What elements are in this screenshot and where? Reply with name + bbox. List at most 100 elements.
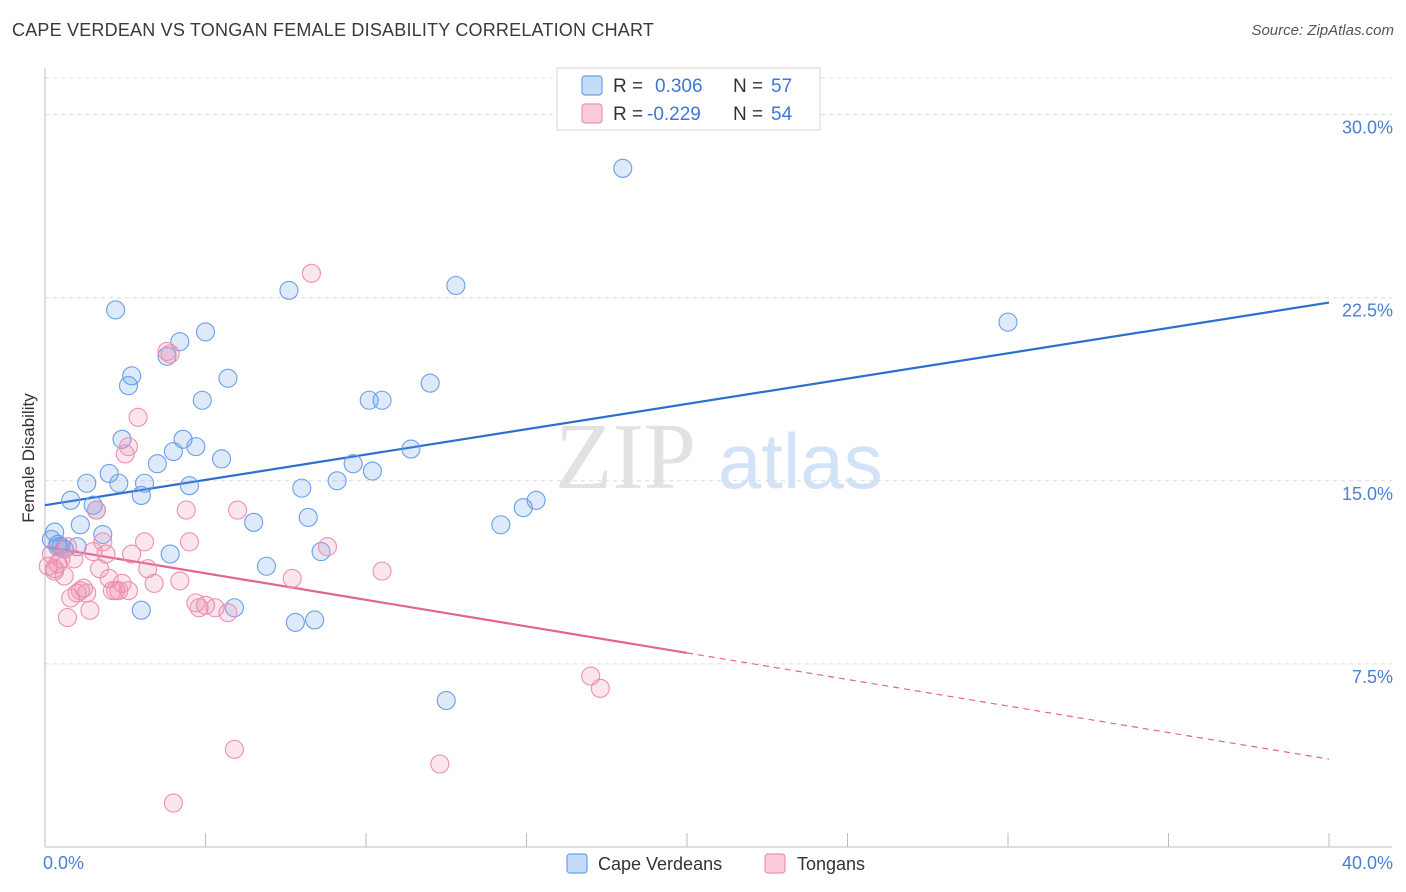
cape-verdean-point-40: [311, 542, 331, 562]
cape-verdean-point-51: [526, 490, 546, 510]
tongan-point-50: [430, 754, 450, 774]
tongan-point-43: [218, 603, 238, 623]
cape-verdean-point-37: [292, 478, 312, 498]
tongan-point-29: [128, 407, 148, 427]
cape-verdean-point-14: [109, 473, 129, 493]
cape-verdean-point-26: [179, 476, 199, 496]
axes: [44, 68, 1392, 848]
stats-swatch-pink: [581, 103, 603, 124]
watermark-zip: ZIP: [555, 405, 696, 509]
stats-swatch-blue: [581, 75, 603, 96]
tongan-point-6: [54, 566, 74, 586]
source-label: Source: ZipAtlas.com: [1251, 22, 1394, 39]
cape-verdean-point-15: [112, 429, 132, 449]
cape-verdean-point-28: [192, 390, 212, 410]
tongan-point-44: [224, 739, 244, 759]
cape-verdean-trend-line: [44, 301, 1330, 507]
tick-labels: 7.5% 15.0% 22.5% 30.0% 0.0% 40.0%: [43, 118, 1393, 873]
cape-verdean-point-7: [70, 515, 90, 535]
cape-verdean-point-19: [134, 473, 155, 493]
y-axis-label: Female Disability: [19, 393, 38, 523]
tongan-point-27: [118, 437, 139, 457]
tongan-point-53: [122, 544, 142, 564]
cape-verdean-point-13: [106, 300, 126, 320]
cape-verdean-point-12: [99, 463, 119, 484]
stats-legend: R = 0.306 N = 57 R = -0.229 N = 54: [556, 67, 821, 131]
tongan-point-11: [67, 583, 87, 603]
x-tick-label-1: 40.0%: [1342, 853, 1393, 873]
stats-n-label-1: N =: [733, 76, 763, 97]
cape-verdean-point-38: [298, 507, 318, 527]
tongan-point-20: [96, 544, 116, 564]
tongan-point-15: [80, 600, 100, 620]
y-tick-label-2: 22.5%: [1342, 301, 1393, 321]
series-legend: Cape Verdeans Tongans: [566, 853, 865, 874]
cape-verdean-point-31: [218, 368, 238, 388]
cape-verdean-point-47: [436, 690, 456, 711]
tongan-point-38: [179, 532, 199, 552]
cape-verdean-point-36: [285, 612, 305, 632]
tongan-point-14: [77, 583, 97, 603]
stats-r-value-2: -0.229: [647, 104, 701, 125]
cape-verdean-point-27: [186, 437, 206, 457]
cape-verdean-point-20: [147, 454, 167, 474]
cape-verdean-point-54: [613, 158, 633, 178]
cape-verdean-point-21: [157, 346, 177, 366]
tongan-point-28: [118, 581, 139, 601]
legend-label-cape-verdeans: Cape Verdeans: [598, 854, 722, 874]
cape-verdean-point-17: [122, 366, 142, 386]
x-tick-label-0: 0.0%: [43, 853, 84, 873]
y-tick-label-1: 15.0%: [1342, 484, 1393, 504]
cape-verdean-point-11: [93, 524, 113, 545]
cape-verdean-point-39: [305, 610, 325, 630]
tongan-trend-line: [44, 545, 688, 655]
tongan-point-33: [157, 341, 177, 361]
legend-swatch-tongans: [764, 853, 786, 874]
tongan-point-47: [301, 263, 321, 283]
tongan-point-42: [205, 598, 225, 618]
cape-verdean-point-34: [256, 556, 277, 576]
cape-verdean-point-33: [244, 512, 264, 532]
tongan-point-49: [372, 561, 392, 581]
data-points: [38, 158, 1018, 813]
stats-n-value-1: 57: [771, 76, 792, 97]
tongan-point-45: [228, 500, 248, 520]
tongan-point-7: [57, 537, 78, 557]
y-tick-label-3: 30.0%: [1342, 118, 1393, 138]
chart-title: CAPE VERDEAN VS TONGAN FEMALE DISABILITY…: [12, 20, 655, 40]
stats-r-label-1: R =: [613, 76, 643, 97]
cape-verdean-point-42: [343, 454, 363, 474]
legend-swatch-cape-verdeans: [566, 853, 588, 874]
cape-verdean-point-53: [362, 461, 382, 481]
tongan-trend-line-extension: [686, 652, 1330, 760]
cape-verdean-point-30: [212, 449, 232, 469]
cape-verdean-point-22: [160, 544, 180, 564]
tongan-point-35: [163, 793, 183, 813]
cape-verdean-point-48: [446, 275, 466, 296]
watermark-atlas: atlas: [718, 417, 883, 505]
stats-n-label-2: N =: [733, 104, 763, 125]
cape-verdean-point-49: [491, 515, 511, 535]
cape-verdean-point-56: [48, 537, 68, 557]
tongan-point-37: [176, 500, 196, 520]
tongan-point-10: [64, 549, 84, 569]
cape-verdean-point-5: [61, 490, 81, 510]
legend-label-tongans: Tongans: [797, 854, 865, 874]
stats-n-value-2: 54: [771, 104, 793, 125]
cape-verdean-point-8: [77, 473, 97, 493]
stats-r-value-1: 0.306: [655, 76, 703, 97]
cape-verdean-point-55: [998, 312, 1018, 332]
cape-verdean-point-18: [131, 485, 151, 506]
tongan-point-36: [170, 571, 190, 591]
cape-verdean-point-44: [372, 390, 392, 410]
cape-verdean-point-45: [401, 439, 421, 459]
tongan-point-25: [112, 573, 132, 593]
tongan-point-30: [134, 532, 155, 552]
trend-lines: [44, 301, 1330, 760]
tongan-point-34: [160, 344, 180, 364]
y-tick-label-0: 7.5%: [1352, 667, 1393, 687]
tongan-point-46: [282, 568, 302, 589]
cape-verdean-point-46: [420, 373, 440, 393]
tongan-point-48: [317, 537, 338, 557]
